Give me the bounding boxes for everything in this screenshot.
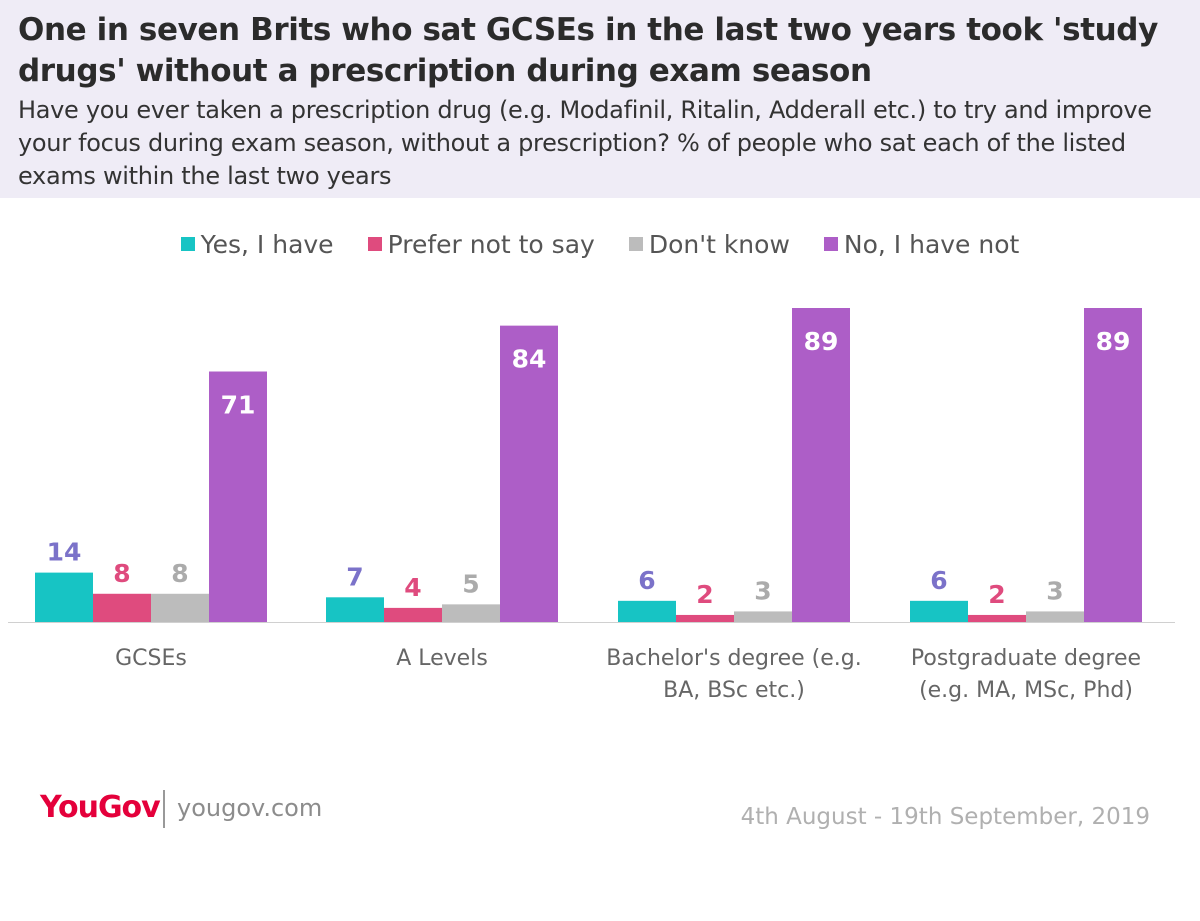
bar-yes-i-have-postgraduate-degree-e-g-ma-msc-phd: [910, 600, 968, 622]
data-label-don-t-know-postgraduate-degree-e-g-ma-msc-phd: 3: [1046, 576, 1063, 605]
data-label-no-i-have-not-postgraduate-degree-e-g-ma-msc-phd: 89: [1096, 327, 1131, 356]
data-label-no-i-have-not-bachelor-s-degree-e-g-ba-bsc-etc: 89: [804, 327, 839, 356]
data-label-yes-i-have-bachelor-s-degree-e-g-ba-bsc-etc: 6: [638, 566, 655, 595]
legend-item-dont-know: Don't know: [628, 226, 790, 262]
data-label-prefer-not-to-say-gcses: 8: [113, 559, 130, 588]
data-label-don-t-know-bachelor-s-degree-e-g-ba-bsc-etc: 3: [754, 576, 771, 605]
bar-yes-i-have-bachelor-s-degree-e-g-ba-bsc-etc: [618, 600, 676, 622]
bar-prefer-not-to-say-gcses: [93, 593, 151, 622]
bar-prefer-not-to-say-postgraduate-degree-e-g-ma-msc-phd: [968, 614, 1026, 622]
legend-swatch-yes: [180, 237, 195, 251]
category-label-postgraduate-degree-e-g-ma-msc-phd-line-0: Postgraduate degree: [911, 646, 1141, 671]
data-label-don-t-know-gcses: 8: [171, 559, 188, 588]
data-label-prefer-not-to-say-bachelor-s-degree-e-g-ba-bsc-etc: 2: [696, 580, 713, 609]
legend-swatch-dont-know: [628, 237, 643, 251]
bar-yes-i-have-a-levels: [326, 597, 384, 622]
bar-no-i-have-not-bachelor-s-degree-e-g-ba-bsc-etc: [792, 308, 850, 622]
legend-item-prefer-not: Prefer not to say: [367, 226, 595, 262]
footer-divider: [163, 790, 165, 828]
bar-chart: 14 8 8 71 GCSEs 7 4 5 84 A Levels 6 2 3 89 Bachelor's …: [8, 308, 1175, 703]
data-label-don-t-know-a-levels: 5: [462, 569, 479, 598]
legend-swatch-prefer-not: [367, 237, 382, 251]
legend-label-yes: Yes, I have: [200, 229, 334, 259]
data-label-no-i-have-not-gcses: 71: [221, 391, 256, 420]
yougov-logo: YouGov: [40, 790, 161, 825]
data-label-no-i-have-not-a-levels: 84: [512, 345, 547, 374]
bar-don-t-know-a-levels: [442, 604, 500, 622]
bar-yes-i-have-gcses: [35, 572, 93, 622]
category-label-postgraduate-degree-e-g-ma-msc-phd-line-1: (e.g. MA, MSc, Phd): [919, 678, 1133, 703]
data-label-prefer-not-to-say-a-levels: 4: [404, 573, 421, 602]
footer-site: yougov.com: [177, 794, 323, 822]
chart-title: One in seven Brits who sat GCSEs in the …: [18, 12, 1158, 89]
category-label-a-levels-line-0: A Levels: [396, 646, 488, 671]
header-panel: One in seven Brits who sat GCSEs in the …: [0, 0, 1200, 198]
category-label-bachelor-s-degree-e-g-ba-bsc-etc-line-1: BA, BSc etc.): [663, 678, 805, 703]
data-label-yes-i-have-postgraduate-degree-e-g-ma-msc-phd: 6: [930, 566, 947, 595]
legend-swatch-no: [823, 237, 838, 251]
legend-label-prefer-not: Prefer not to say: [387, 229, 595, 259]
category-label-gcses-line-0: GCSEs: [115, 646, 187, 671]
bar-prefer-not-to-say-a-levels: [384, 607, 442, 622]
bar-don-t-know-gcses: [151, 593, 209, 622]
data-label-prefer-not-to-say-postgraduate-degree-e-g-ma-msc-phd: 2: [988, 580, 1005, 609]
logo-you: You: [40, 790, 99, 825]
bar-no-i-have-not-gcses: [209, 371, 267, 622]
bar-don-t-know-bachelor-s-degree-e-g-ba-bsc-etc: [734, 611, 792, 622]
footer-date: 4th August - 19th September, 2019: [740, 804, 1150, 830]
bar-no-i-have-not-a-levels: [500, 325, 558, 622]
legend-label-no: No, I have not: [843, 229, 1020, 259]
category-label-bachelor-s-degree-e-g-ba-bsc-etc-line-0: Bachelor's degree (e.g.: [606, 646, 861, 671]
legend-item-no: No, I have not: [823, 226, 1020, 262]
bar-no-i-have-not-postgraduate-degree-e-g-ma-msc-phd: [1084, 308, 1142, 622]
logo-gov: Gov: [97, 790, 161, 825]
data-label-yes-i-have-a-levels: 7: [346, 562, 363, 591]
chart-subtitle: Have you ever taken a prescription drug …: [18, 96, 1152, 190]
data-label-yes-i-have-gcses: 14: [47, 538, 82, 567]
bar-don-t-know-postgraduate-degree-e-g-ma-msc-phd: [1026, 611, 1084, 622]
legend: Yes, I have Prefer not to say Don't know…: [0, 226, 1200, 262]
bar-prefer-not-to-say-bachelor-s-degree-e-g-ba-bsc-etc: [676, 614, 734, 622]
legend-label-dont-know: Don't know: [648, 229, 790, 259]
legend-item-yes: Yes, I have: [180, 226, 334, 262]
